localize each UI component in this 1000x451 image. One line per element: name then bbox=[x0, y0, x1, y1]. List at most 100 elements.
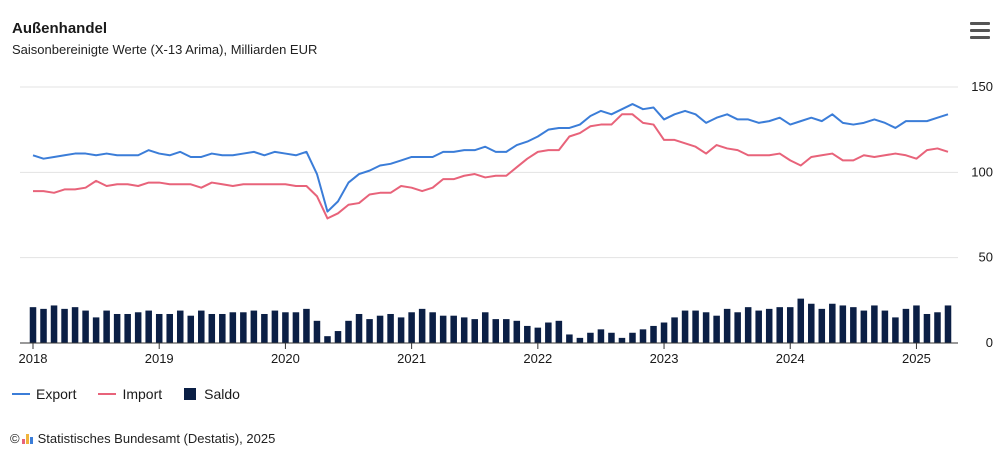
saldo-bar bbox=[250, 310, 258, 343]
saldo-bar bbox=[597, 329, 605, 343]
y-tick-label-50: 50 bbox=[979, 250, 993, 265]
chart-legend: Export Import Saldo bbox=[12, 386, 262, 402]
saldo-bar bbox=[166, 313, 173, 343]
saldo-bar bbox=[397, 317, 405, 343]
saldo-bar bbox=[334, 331, 342, 343]
saldo-bar bbox=[481, 312, 489, 343]
saldo-bar bbox=[376, 315, 384, 343]
chart-subtitle: Saisonbereinigte Werte (X-13 Arima), Mil… bbox=[12, 42, 318, 57]
saldo-bar bbox=[113, 313, 121, 343]
legend-label-export: Export bbox=[36, 386, 77, 402]
saldo-bar bbox=[429, 312, 436, 343]
hamburger-menu-icon[interactable] bbox=[970, 22, 990, 40]
import-series-line bbox=[33, 113, 949, 220]
saldo-bar bbox=[734, 312, 741, 343]
saldo-bar bbox=[229, 312, 237, 343]
saldo-bar bbox=[71, 307, 79, 343]
copyright-symbol: © bbox=[10, 431, 20, 446]
saldo-bar bbox=[660, 322, 668, 343]
saldo-bar bbox=[765, 308, 773, 343]
saldo-bar bbox=[460, 317, 468, 343]
saldo-bar bbox=[860, 310, 868, 343]
saldo-bar bbox=[692, 310, 699, 343]
saldo-bar bbox=[839, 305, 847, 343]
trade-chart: 0 50 100 150 2018 2019 2020 2021 2022 2023 2024 202… bbox=[19, 79, 993, 366]
saldo-bar bbox=[671, 317, 678, 343]
saldo-bar bbox=[913, 305, 920, 343]
saldo-bar bbox=[208, 313, 216, 343]
saldo-bar bbox=[29, 307, 37, 343]
saldo-bar bbox=[134, 312, 142, 343]
saldo-bar bbox=[555, 320, 563, 343]
saldo-bar bbox=[829, 303, 836, 343]
saldo-bar bbox=[713, 315, 720, 343]
saldo-bar bbox=[776, 307, 783, 343]
saldo-bar bbox=[103, 310, 110, 343]
saldo-bar bbox=[944, 305, 952, 343]
saldo-bar bbox=[850, 307, 857, 343]
saldo-bar bbox=[723, 308, 731, 343]
saldo-bar bbox=[198, 310, 205, 343]
saldo-bar bbox=[261, 313, 268, 343]
saldo-bar bbox=[786, 307, 794, 343]
saldo-bar bbox=[650, 325, 657, 343]
saldo-bar bbox=[629, 332, 636, 343]
saldo-bar bbox=[902, 308, 910, 343]
saldo-bar bbox=[639, 329, 647, 343]
saldo-bar bbox=[271, 310, 279, 343]
saldo-bar bbox=[566, 334, 573, 343]
x-tick-label-2018: 2018 bbox=[19, 351, 48, 366]
saldo-bar bbox=[450, 315, 457, 343]
saldo-bar bbox=[797, 298, 805, 343]
saldo-bar bbox=[892, 317, 899, 343]
saldo-bar bbox=[545, 322, 552, 343]
saldo-bar bbox=[702, 312, 710, 343]
saldo-bar bbox=[124, 313, 131, 343]
saldo-bar bbox=[282, 312, 289, 343]
legend-item-saldo[interactable]: Saldo bbox=[184, 386, 240, 402]
export-series-line bbox=[32, 103, 949, 213]
x-tick-label-2022: 2022 bbox=[523, 351, 552, 366]
saldo-bar bbox=[50, 305, 58, 343]
saldo-bar bbox=[92, 317, 100, 343]
chart-title: Außenhandel bbox=[12, 20, 108, 37]
saldo-bar bbox=[471, 319, 478, 343]
saldo-bar bbox=[82, 310, 89, 343]
saldo-bar bbox=[324, 336, 331, 343]
y-tick-label-150: 150 bbox=[971, 79, 993, 94]
saldo-bar bbox=[408, 312, 415, 343]
saldo-bar bbox=[534, 327, 542, 343]
saldo-bar bbox=[587, 332, 594, 343]
legend-label-import: Import bbox=[122, 386, 163, 402]
saldo-bar bbox=[608, 332, 615, 343]
legend-item-import[interactable]: Import bbox=[98, 386, 162, 402]
destatis-logo-icon bbox=[21, 433, 34, 444]
saldo-bar bbox=[303, 308, 310, 343]
x-tick-label-2019: 2019 bbox=[145, 351, 174, 366]
x-tick-label-2025: 2025 bbox=[902, 351, 931, 366]
saldo-bar bbox=[418, 308, 426, 343]
saldo-bar bbox=[513, 320, 521, 343]
legend-label-saldo: Saldo bbox=[204, 386, 240, 402]
x-tick-label-2023: 2023 bbox=[650, 351, 679, 366]
saldo-bar bbox=[187, 315, 195, 343]
saldo-bar bbox=[871, 305, 878, 343]
x-tick-label-2020: 2020 bbox=[271, 351, 300, 366]
saldo-bar bbox=[492, 319, 500, 343]
saldo-bar bbox=[755, 310, 762, 343]
saldo-bar bbox=[524, 325, 531, 343]
legend-swatch-import bbox=[98, 393, 117, 395]
legend-item-export[interactable]: Export bbox=[12, 386, 76, 402]
saldo-bar bbox=[355, 313, 363, 343]
y-tick-label-0: 0 bbox=[986, 335, 993, 350]
saldo-bar bbox=[934, 312, 941, 343]
credit-text: Statistisches Bundesamt (Destatis), 2025 bbox=[37, 431, 276, 446]
saldo-bar bbox=[744, 307, 752, 343]
saldo-bar bbox=[681, 310, 689, 343]
saldo-bar bbox=[219, 313, 226, 343]
saldo-bar bbox=[61, 308, 68, 343]
x-tick-label-2024: 2024 bbox=[776, 351, 805, 366]
legend-swatch-saldo bbox=[184, 388, 197, 400]
saldo-bar bbox=[923, 313, 931, 343]
x-tick-label-2021: 2021 bbox=[397, 351, 426, 366]
